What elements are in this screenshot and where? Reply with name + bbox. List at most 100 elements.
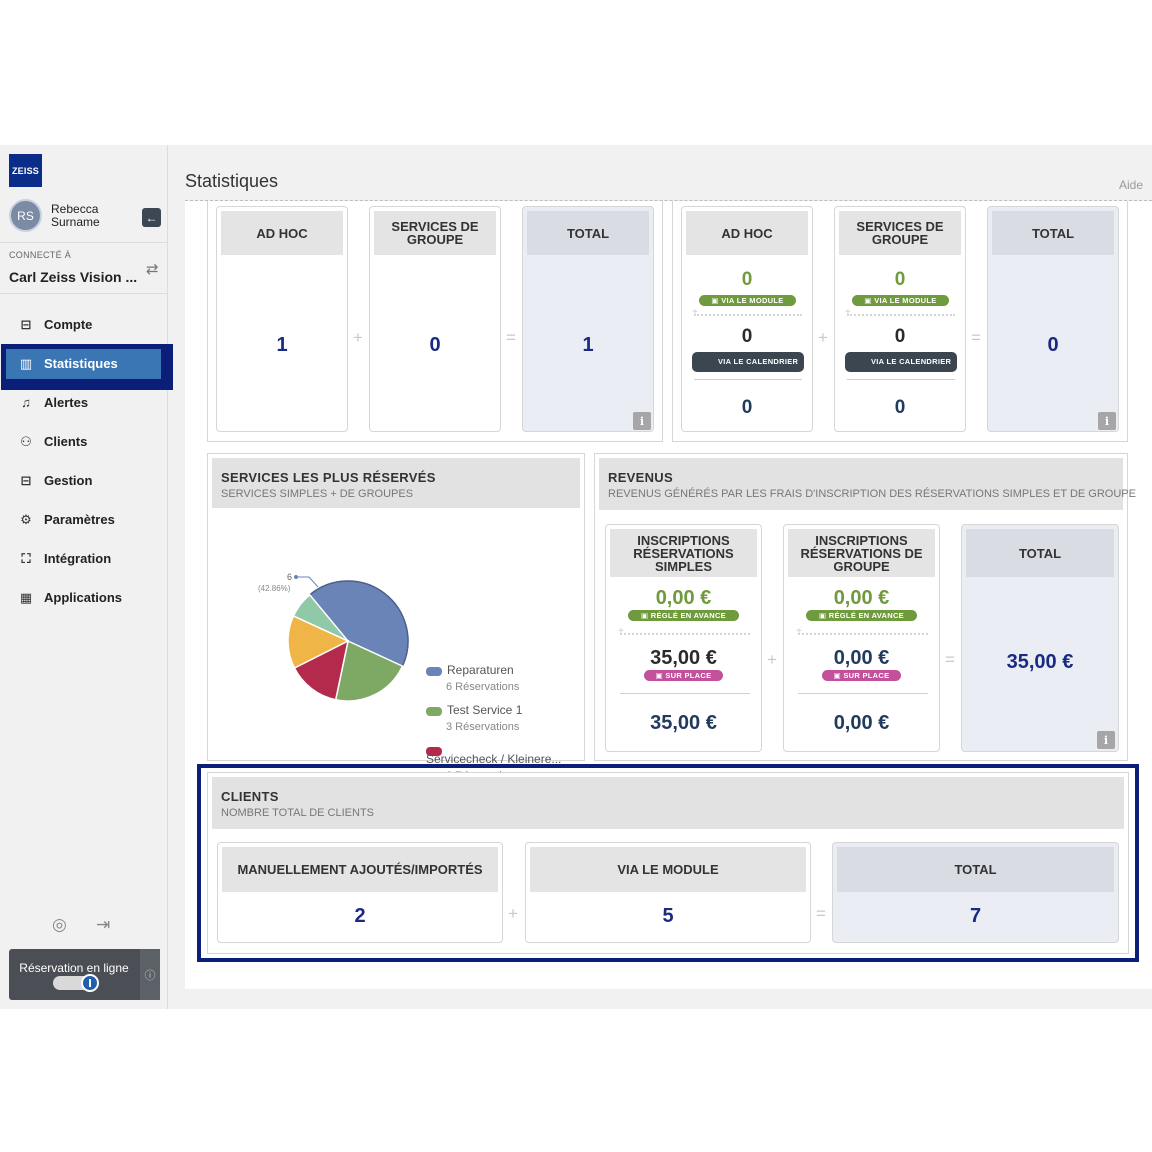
plus-operator: + xyxy=(818,328,828,347)
sidebar-item-label: Applications xyxy=(44,590,123,605)
badge-label: VIA LE MODULE xyxy=(874,296,937,305)
revenue-panel: REVENUS REVENUS GÉNÉRÉS PAR LES FRAIS D'… xyxy=(594,453,1136,761)
card-header: INSCRIPTIONS RÉSERVATIONS SIMPLES xyxy=(610,529,757,577)
card-header: TOTAL xyxy=(966,529,1114,577)
sidebar-item-integration[interactable]: ⛶ Intégration xyxy=(0,539,168,578)
card-header: SERVICES DE GROUPE xyxy=(839,211,961,255)
title-divider xyxy=(185,200,1152,201)
badge-label: RÉGLÉ EN AVANCE xyxy=(828,611,904,620)
online-booking-label: Réservation en ligne xyxy=(19,961,129,975)
equals-operator: = xyxy=(945,650,955,669)
card-header: AD HOC xyxy=(686,211,808,255)
callout-percent: (42.86%) xyxy=(258,584,291,593)
divider xyxy=(847,379,955,380)
sidebar-item-alertes[interactable]: ♫ Alertes xyxy=(0,383,168,422)
equals-operator: = xyxy=(506,328,516,347)
via-module-badge: ▣ VIA LE MODULE xyxy=(699,295,796,306)
sidebar-item-label: Paramètres xyxy=(44,512,115,527)
collapse-sidebar-button[interactable]: ← xyxy=(142,208,161,227)
avatar: RS xyxy=(9,199,42,232)
gears-icon: ⚙ xyxy=(20,511,32,527)
callout-dot xyxy=(294,575,298,579)
clients-manual-value: 2 xyxy=(354,905,366,927)
plus-operator: + xyxy=(508,904,518,923)
panel-subtitle: SERVICES SIMPLES + DE GROUPES xyxy=(221,488,414,500)
briefcase-icon: ⊟ xyxy=(20,472,32,488)
pie-slice[interactable] xyxy=(334,639,404,702)
sidebar-item-label: Statistiques xyxy=(44,356,118,371)
divider xyxy=(694,379,802,380)
group-onsite-value: 0,00 € xyxy=(833,647,890,669)
bookings-total-card: TOTAL 1 i xyxy=(522,206,654,432)
sidebar-item-gestion[interactable]: ⊟ Gestion xyxy=(0,461,168,500)
user-icon: ⚇ xyxy=(20,433,32,449)
revenue-total-card: TOTAL 35,00 € i xyxy=(961,524,1119,752)
services-pie-chart: 6 (42.86%) xyxy=(258,572,409,702)
plus-operator: + xyxy=(767,650,777,669)
panel-header: REVENUS REVENUS GÉNÉRÉS PAR LES FRAIS D'… xyxy=(599,458,1136,510)
pie-slice[interactable] xyxy=(287,614,350,670)
zeiss-logo[interactable]: ZEISS xyxy=(9,154,42,187)
detail-total-value: 0 xyxy=(1047,334,1059,356)
sidebar-item-label: Alertes xyxy=(44,395,89,410)
legend-count: 3 Réservations xyxy=(446,721,520,733)
simple-onsite-value: 35,00 € xyxy=(650,647,717,669)
group-module-value: 0 xyxy=(894,269,906,290)
connected-organization: Carl Zeiss Vision ... xyxy=(9,269,138,285)
panel-subtitle: REVENUS GÉNÉRÉS PAR LES FRAIS D'INSCRIPT… xyxy=(608,488,1136,500)
on-site-badge: ▣ SUR PLACE xyxy=(644,670,723,681)
switch-organization-icon[interactable]: ⇄ xyxy=(146,261,159,278)
pie-slice[interactable] xyxy=(308,580,409,668)
card-header: AD HOC xyxy=(221,211,343,255)
sidebar-item-statistiques[interactable]: ▥ Statistiques xyxy=(0,344,173,390)
info-icon[interactable]: i xyxy=(1097,731,1115,749)
sidebar-item-compte[interactable]: ⊟ Compte xyxy=(0,305,168,344)
panel-subtitle: NOMBRE TOTAL DE CLIENTS xyxy=(221,807,375,819)
card-header: MANUELLEMENT AJOUTÉS/IMPORTÉS xyxy=(222,847,498,892)
badge-label: VIA LE CALENDRIER xyxy=(871,357,952,366)
bookings-adhoc-value: 1 xyxy=(276,334,288,356)
info-icon[interactable]: i xyxy=(633,412,651,430)
sidebar-item-parametres[interactable]: ⚙ Paramètres xyxy=(0,500,168,539)
panel-title: SERVICES LES PLUS RÉSERVÉS xyxy=(221,470,436,485)
legend-swatch xyxy=(426,707,442,716)
user-first-name: Rebecca xyxy=(51,202,99,216)
user-profile[interactable]: RS Rebecca Surname ← xyxy=(9,199,161,233)
pie-slice[interactable] xyxy=(293,639,350,701)
connected-label: CONNECTÉ À xyxy=(9,250,72,260)
page-title: Statistiques xyxy=(185,171,279,191)
group-calendar-value: 0 xyxy=(894,326,906,347)
card-header: TOTAL xyxy=(837,847,1114,892)
group-advance-value: 0,00 € xyxy=(833,587,890,609)
adhoc-module-value: 0 xyxy=(741,269,753,290)
card-header: TOTAL xyxy=(992,211,1114,255)
dotted-divider xyxy=(845,307,955,318)
sidebar-item-clients[interactable]: ⚇ Clients xyxy=(0,422,168,461)
divider xyxy=(798,693,928,694)
badge-label: VIA LE CALENDRIER xyxy=(718,357,799,366)
sidebar-item-label: Intégration xyxy=(44,551,112,566)
divider xyxy=(0,242,168,243)
support-icon[interactable]: ◎ xyxy=(52,915,67,934)
paid-in-advance-badge: ▣ RÉGLÉ EN AVANCE xyxy=(628,610,739,621)
via-calendar-badge: VIA LE CALENDRIER xyxy=(845,352,957,372)
sidebar-item-applications[interactable]: ▦ Applications xyxy=(0,578,168,617)
info-icon[interactable]: i xyxy=(1098,412,1116,430)
pie-slice[interactable] xyxy=(292,593,349,642)
help-link[interactable]: Aide xyxy=(1119,178,1144,192)
online-booking-toggle[interactable] xyxy=(53,974,99,992)
dotted-divider xyxy=(618,626,750,637)
paid-in-advance-badge: ▣ RÉGLÉ EN AVANCE xyxy=(806,610,917,621)
toggle-knob xyxy=(81,974,99,992)
info-icon[interactable]: ⓘ xyxy=(140,949,160,1000)
detail-adhoc-card: AD HOC 0 ▣ VIA LE MODULE 0 VIA LE CALEND… xyxy=(681,206,813,432)
panel-header: SERVICES LES PLUS RÉSERVÉS SERVICES SIMP… xyxy=(212,458,580,508)
clients-highlight xyxy=(197,764,1139,962)
callout-line xyxy=(296,576,319,588)
card-header: VIA LE MODULE xyxy=(530,847,806,892)
logout-icon[interactable]: ⇥ xyxy=(96,915,111,934)
card-header: TOTAL xyxy=(527,211,649,255)
dotted-divider xyxy=(692,307,802,318)
legend-count: 6 Réservations xyxy=(446,681,520,693)
bookings-group-value: 0 xyxy=(429,334,441,356)
